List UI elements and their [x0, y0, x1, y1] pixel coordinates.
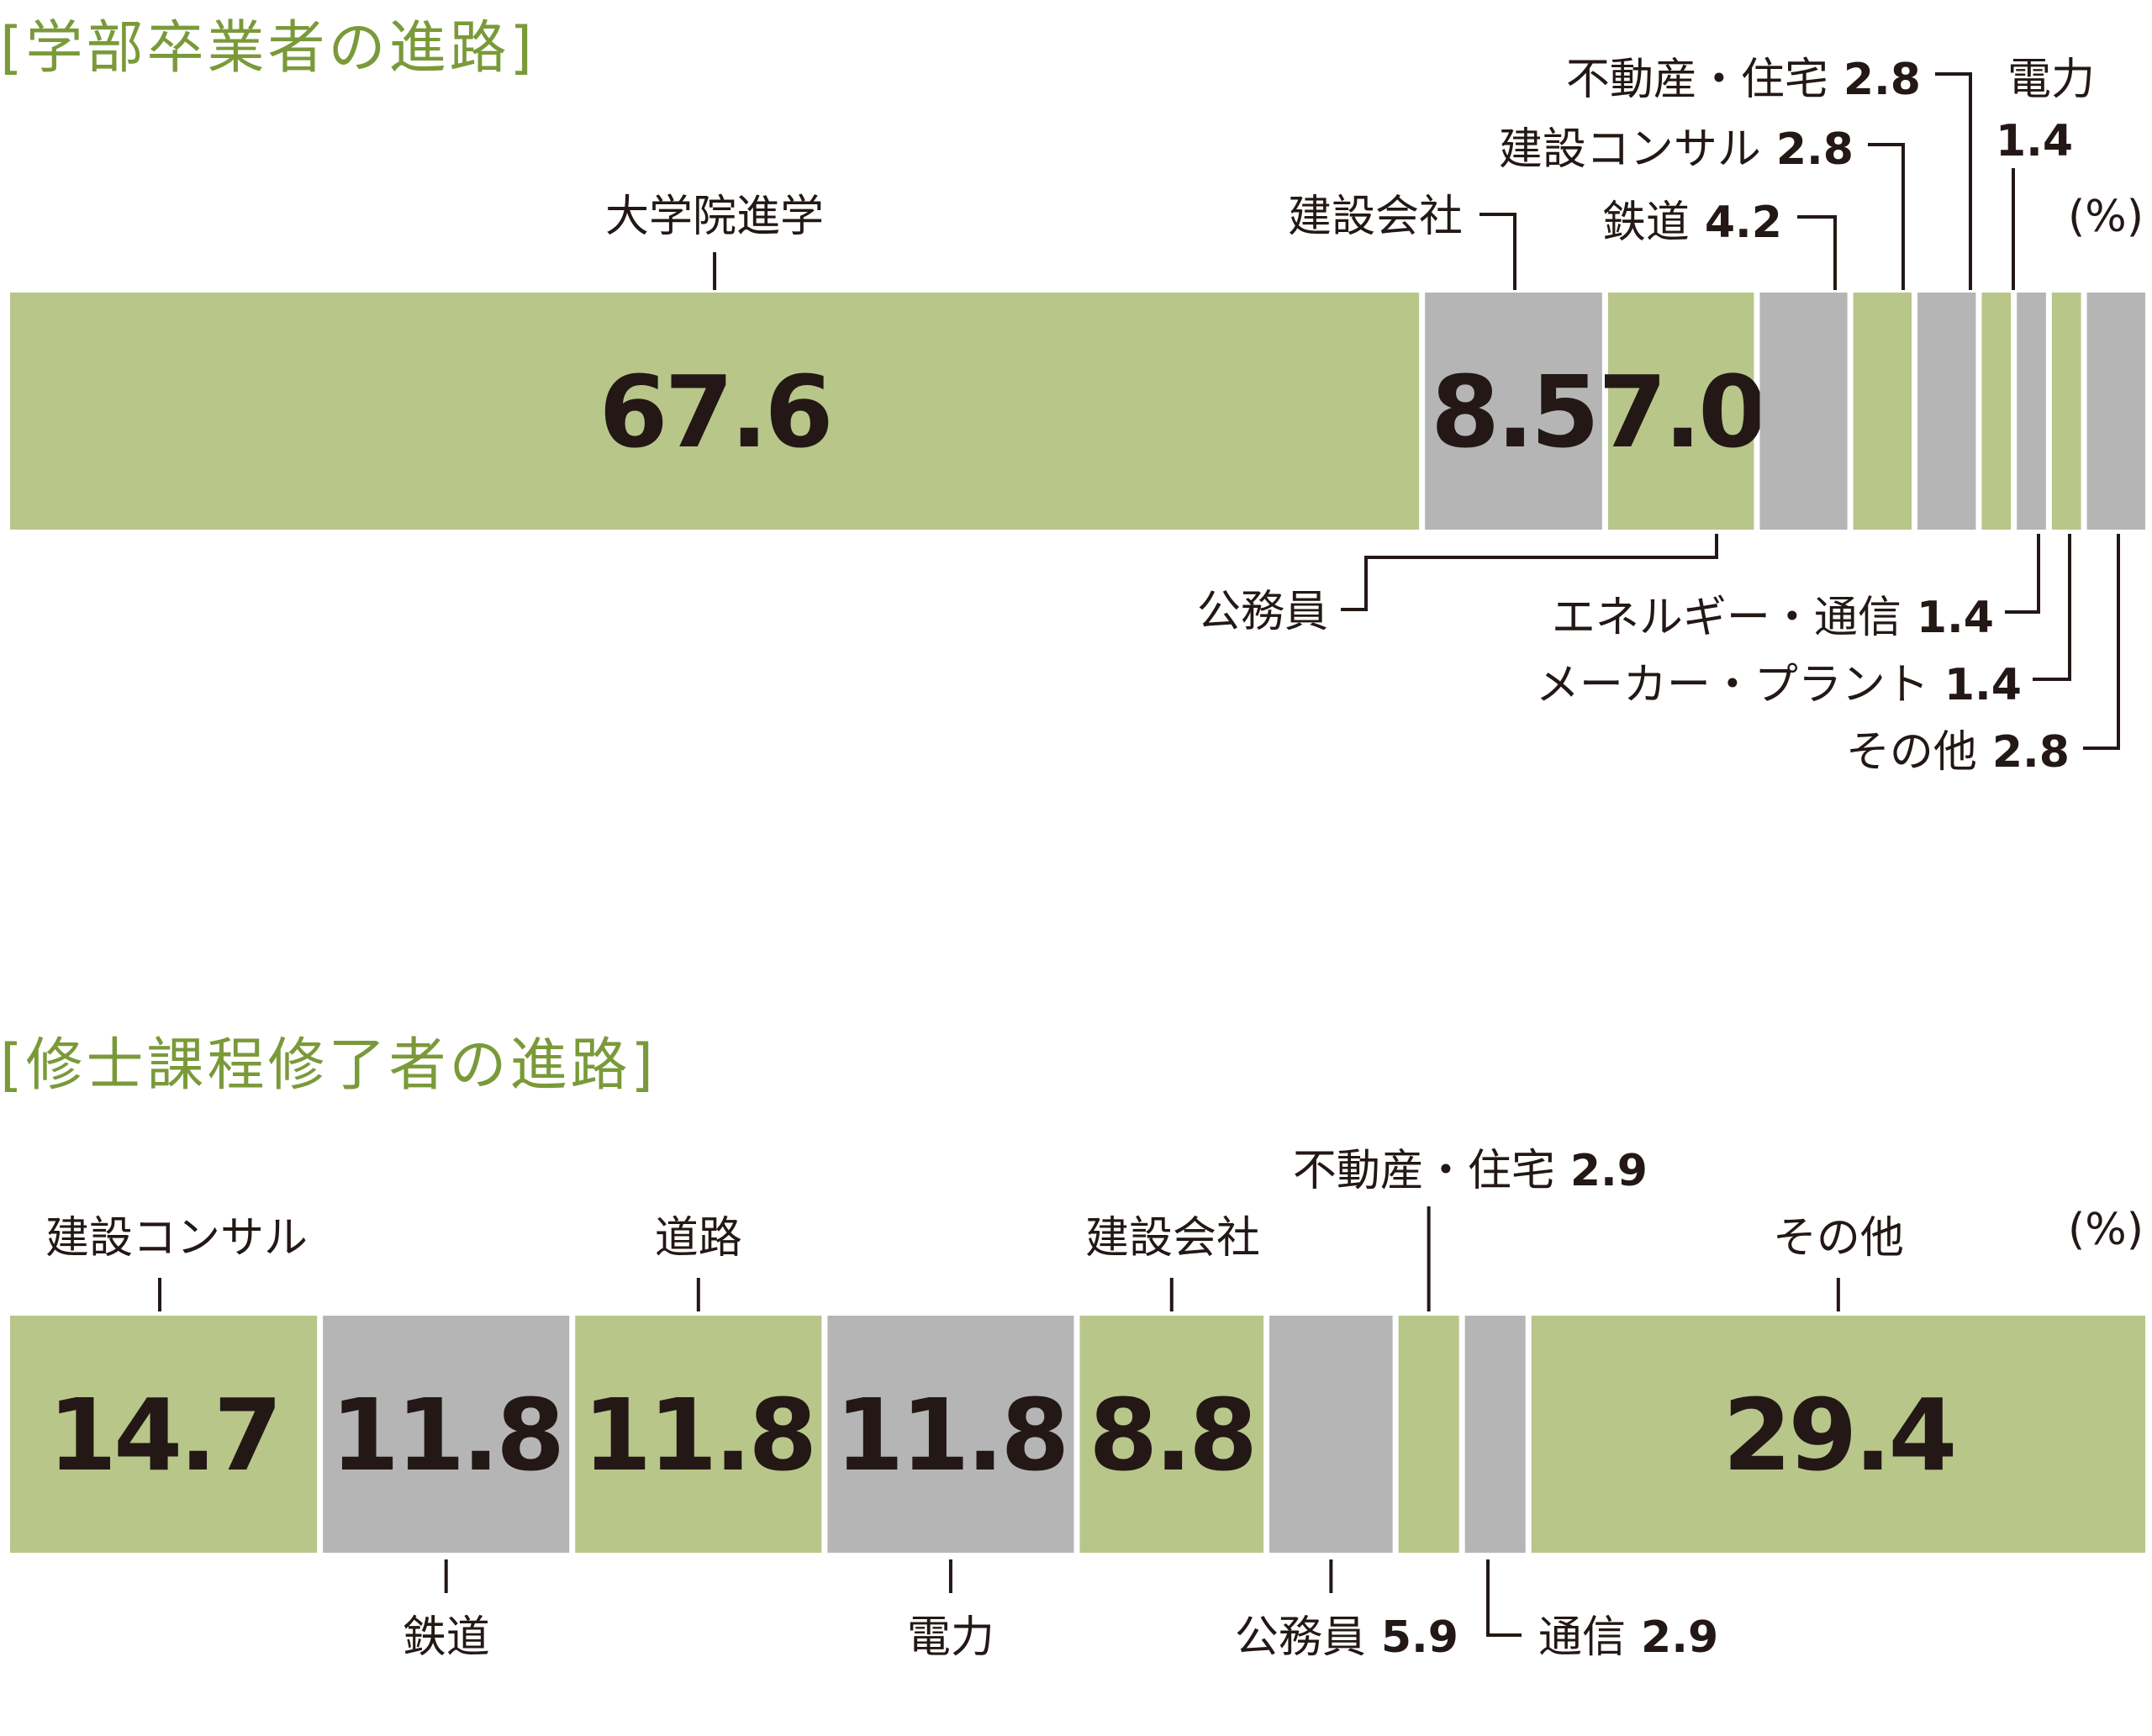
- segment-label: 鉄道 4.2: [1602, 198, 1782, 248]
- segment-value-label: 14.7: [48, 1377, 279, 1493]
- bar-segment: [1079, 1316, 1264, 1553]
- segment-value-label: 8.5: [1431, 354, 1596, 470]
- segment-value: 1.4: [1996, 116, 2073, 166]
- bar-segment: [1981, 293, 2012, 530]
- segment-value-label: 11.8: [835, 1377, 1066, 1493]
- segment-name: 建設会社: [1288, 192, 1463, 242]
- leader-line: [1797, 215, 1837, 290]
- bar-segment: [1464, 1316, 1526, 1553]
- segment-name: 不動産・住宅: [1566, 55, 1828, 105]
- segment-label: 不動産・住宅 2.8: [1566, 55, 1921, 105]
- bar-segment: [1398, 1316, 1459, 1553]
- segment-label: その他 2.8: [1846, 727, 2070, 778]
- segment-name: 鉄道: [403, 1612, 490, 1663]
- segment-name: 公務員: [1197, 587, 1328, 637]
- bar-segment: [2017, 293, 2046, 530]
- segment-label: 鉄道: [403, 1612, 490, 1663]
- segment-name: 建設コンサル: [45, 1213, 308, 1264]
- bar-group-master: 14.7 11.8 11.8 11.8 8.8 29.4: [10, 1316, 2145, 1553]
- chart-title-master: [修士課程修了者の進路]: [0, 1032, 657, 1099]
- segment-name: 電力: [2007, 55, 2095, 105]
- segment-name: 建設コンサル: [1499, 124, 1761, 175]
- segment-value-label: 29.4: [1722, 1377, 1954, 1493]
- leader-line: [1480, 213, 1516, 290]
- segment-label: 電力: [907, 1612, 994, 1663]
- segment-value: 2.8: [1992, 727, 2070, 778]
- segment-label: 大学院進学: [605, 192, 824, 242]
- segment-label: 建設会社: [1288, 192, 1463, 242]
- segment-label: 建設会社: [1085, 1213, 1260, 1264]
- segment-value: 5.9: [1381, 1612, 1458, 1663]
- segment-value: 4.2: [1705, 198, 1782, 248]
- segment-value: 1.4: [1944, 660, 2022, 710]
- bar-segment: [2086, 293, 2145, 530]
- segment-name: 公務員: [1235, 1612, 1366, 1663]
- segment-label: 公務員: [1197, 587, 1328, 637]
- segment-label: 公務員 5.9: [1235, 1612, 1458, 1663]
- segment-name: 不動産・住宅: [1293, 1146, 1555, 1196]
- leader-line: [1341, 534, 1718, 611]
- segment-label: その他: [1773, 1213, 1904, 1264]
- segment-value: 2.9: [1570, 1146, 1648, 1196]
- segment-value: 1.4: [1917, 593, 1994, 643]
- segment-label: 建設コンサル 2.8: [1499, 124, 1854, 175]
- leader-line: [1935, 72, 1972, 290]
- segment-value-label: 11.8: [583, 1377, 814, 1493]
- segment-name: 大学院進学: [605, 192, 824, 242]
- bar-segment: [1269, 1316, 1393, 1553]
- bar-segment: [575, 1316, 822, 1553]
- chart-title-undergrad: [学部卒業者の進路]: [0, 15, 535, 82]
- bar-segment: [1917, 293, 1976, 530]
- segment-name: エネルギー・通信: [1552, 593, 1901, 643]
- leader-line: [2083, 534, 2120, 750]
- segment-label: 道路: [655, 1213, 742, 1264]
- segment-name: その他: [1846, 727, 1977, 778]
- unit-label-undergrad: (%): [2068, 192, 2144, 242]
- leader-line: [1486, 1559, 1522, 1637]
- bar-segment: [1607, 293, 1754, 530]
- bar-segment: [10, 293, 1420, 530]
- unit-label-master: (%): [2068, 1205, 2144, 1255]
- bar-segment: [2051, 293, 2081, 530]
- segment-value: 2.8: [1843, 55, 1921, 105]
- segment-name: 道路: [655, 1213, 742, 1264]
- segment-label: メーカー・プラント 1.4: [1536, 660, 2022, 710]
- bar-segment: [1425, 293, 1602, 530]
- segment-label: エネルギー・通信 1.4: [1552, 593, 1994, 643]
- segment-value-label: 67.6: [599, 354, 830, 470]
- segment-label: 不動産・住宅 2.9: [1293, 1146, 1648, 1196]
- segment-value-label: 11.8: [330, 1377, 562, 1493]
- segment-label: 通信 2.9: [1538, 1612, 1718, 1663]
- segment-name: その他: [1773, 1213, 1904, 1264]
- segment-name: 建設会社: [1085, 1213, 1260, 1264]
- bar-segment: [827, 1316, 1074, 1553]
- leader-line: [2033, 534, 2071, 681]
- leader-line: [1868, 143, 1905, 290]
- segment-value: 2.8: [1776, 124, 1854, 175]
- segment-name: 鉄道: [1602, 198, 1690, 248]
- segment-name: メーカー・プラント: [1536, 660, 1929, 710]
- bar-group-undergrad: 67.6 8.5 7.0: [10, 293, 2145, 530]
- segment-name: 通信: [1538, 1612, 1626, 1663]
- segment-label: 電力: [2007, 55, 2095, 105]
- bar-segment: [1759, 293, 1848, 530]
- leader-line: [2005, 534, 2040, 614]
- bar-segment: [1531, 1316, 2145, 1553]
- bar-segment: [1853, 293, 1912, 530]
- bar-segment: [10, 1316, 318, 1553]
- segment-value-label: 7.0: [1598, 354, 1764, 470]
- segment-label: 建設コンサル: [45, 1213, 308, 1264]
- segment-value-label: 8.8: [1089, 1377, 1254, 1493]
- segment-name: 電力: [907, 1612, 994, 1663]
- segment-value: 2.9: [1641, 1612, 1718, 1663]
- bar-segment: [323, 1316, 570, 1553]
